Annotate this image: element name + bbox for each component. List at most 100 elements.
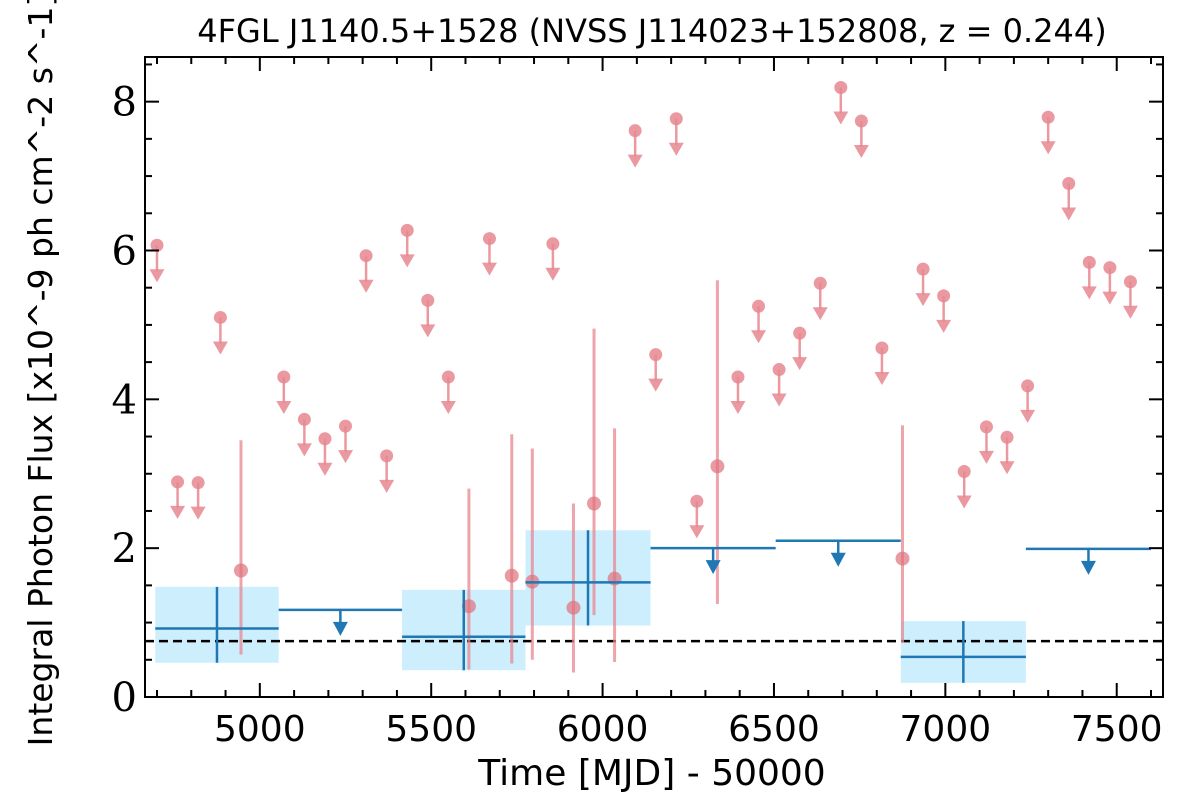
upper-limit-arrow-head bbox=[751, 330, 767, 344]
x-axis-label: Time [MJD] - 50000 bbox=[477, 753, 825, 794]
y-tick-label: 6 bbox=[112, 228, 137, 274]
short-bin-detection-point bbox=[895, 551, 910, 566]
short-bin-upper-limit-point bbox=[359, 249, 373, 263]
upper-limit-arrow-head bbox=[1102, 291, 1118, 305]
short-bin-upper-limit-point bbox=[441, 370, 455, 384]
upper-limit-arrow-head bbox=[1061, 207, 1077, 221]
upper-limit-arrow-head bbox=[853, 145, 869, 158]
short-bin-upper-limit-point bbox=[772, 363, 786, 377]
short-bin-upper-limit-point bbox=[1062, 177, 1076, 191]
upper-limit-arrow-head bbox=[648, 378, 664, 392]
upper-limit-arrow-head bbox=[440, 401, 456, 414]
upper-limit-arrow-head bbox=[170, 505, 186, 519]
short-bin-upper-limit-point bbox=[937, 289, 951, 303]
x-tick-label: 6500 bbox=[728, 709, 820, 750]
upper-limit-arrow-head bbox=[771, 393, 787, 407]
upper-limit-arrow-head bbox=[627, 154, 643, 168]
x-tick-label: 5000 bbox=[214, 709, 306, 750]
upper-limit-arrow-head bbox=[338, 450, 354, 464]
short-bin-upper-limit-point bbox=[669, 112, 683, 126]
short-bin-upper-limit-point bbox=[150, 238, 164, 252]
upper-limit-arrow-head bbox=[379, 479, 395, 493]
long-bin-arrow-head bbox=[705, 560, 721, 575]
short-bin-upper-limit-point bbox=[813, 276, 827, 290]
short-bin-upper-limit-point bbox=[875, 341, 889, 355]
upper-limit-arrow-head bbox=[668, 142, 684, 156]
short-bin-upper-limit-point bbox=[1021, 379, 1035, 393]
short-bin-detection-point bbox=[233, 563, 248, 578]
upper-limit-arrow-head bbox=[978, 450, 994, 464]
chart-title: 4FGL J1140.5+1528 (NVSS J114023+152808, … bbox=[197, 12, 1106, 50]
plot-frame bbox=[144, 56, 1164, 698]
axes: 5000 5500 6000 6500 7000 7500 0 2 4 6 8 bbox=[112, 56, 1164, 750]
short-bin-upper-limit-point bbox=[1123, 275, 1137, 289]
long-bin-arrow-head bbox=[1080, 560, 1096, 575]
upper-limit-arrow-head bbox=[149, 269, 165, 283]
short-bin-upper-limit-point bbox=[834, 81, 848, 95]
short-bin-upper-limit-point bbox=[482, 232, 496, 246]
short-bin-detection-point bbox=[504, 568, 519, 583]
upper-limit-arrow-head bbox=[874, 371, 890, 385]
short-bin-upper-limit-point bbox=[649, 348, 663, 362]
short-bin-upper-limit-point bbox=[690, 494, 704, 508]
upper-limit-arrow-head bbox=[1040, 141, 1056, 155]
short-bin-upper-limit-point bbox=[213, 310, 227, 324]
short-bin-upper-limit-point bbox=[854, 114, 868, 128]
x-tick-label: 7000 bbox=[900, 709, 992, 750]
upper-limit-arrow-head bbox=[730, 401, 746, 414]
upper-limit-arrow-head bbox=[915, 293, 931, 307]
short-bin-upper-limit-point bbox=[1082, 255, 1096, 269]
short-bin-upper-limit-point bbox=[793, 326, 807, 340]
x-tick-label: 7500 bbox=[1071, 709, 1163, 750]
x-tick-label: 6000 bbox=[557, 709, 649, 750]
short-bin-upper-limit-point bbox=[731, 370, 745, 384]
short-bin-upper-limit-point bbox=[1041, 110, 1055, 124]
y-tick-label: 4 bbox=[112, 377, 137, 423]
short-bin-detection-point bbox=[710, 459, 725, 474]
short-bin-upper-limit-point bbox=[277, 370, 291, 384]
long-bin-arrow-head bbox=[332, 621, 348, 636]
upper-limit-arrow-head bbox=[190, 506, 206, 520]
x-tick-label: 5500 bbox=[385, 709, 477, 750]
upper-limit-arrow-head bbox=[420, 324, 436, 338]
short-bin-upper-limit-point bbox=[171, 475, 185, 489]
plot-area bbox=[145, 81, 1163, 683]
short-bin-upper-limit-point bbox=[339, 419, 353, 433]
upper-limit-arrow-head bbox=[1122, 305, 1138, 319]
short-bin-upper-limit-point bbox=[191, 476, 205, 490]
short-bin-upper-limit-point bbox=[916, 262, 930, 276]
y-tick-label: 8 bbox=[112, 80, 137, 126]
short-bin-detection-point bbox=[566, 600, 581, 615]
upper-limit-arrow-head bbox=[317, 462, 333, 476]
short-bin-upper-limit-point bbox=[297, 412, 311, 426]
short-bin-upper-limit-point bbox=[1103, 261, 1117, 275]
y-tick-label: 2 bbox=[112, 526, 137, 572]
upper-limit-arrow-head bbox=[212, 341, 228, 355]
short-bin-upper-limit-point bbox=[957, 465, 971, 479]
upper-limit-arrow-head bbox=[1081, 286, 1097, 300]
short-bin-detection-point bbox=[587, 496, 602, 511]
upper-limit-arrow-head bbox=[481, 262, 497, 276]
upper-limit-arrow-head bbox=[545, 267, 561, 281]
upper-limit-arrow-head bbox=[792, 357, 808, 371]
upper-limit-arrow-head bbox=[812, 307, 828, 321]
short-bin-upper-limit-point bbox=[752, 299, 766, 313]
upper-limit-arrow-head bbox=[999, 461, 1015, 475]
y-axis-label: Integral Photon Flux [x10^-9 ph cm^-2 s^… bbox=[21, 0, 60, 746]
short-bin-upper-limit-point bbox=[421, 293, 435, 307]
short-bin-upper-limit-point bbox=[1000, 430, 1014, 444]
upper-limit-arrow-head bbox=[936, 319, 952, 333]
long-bin-arrow-head bbox=[830, 552, 846, 567]
upper-limit-arrow-head bbox=[296, 443, 312, 457]
short-bin-detection-point bbox=[461, 599, 476, 614]
short-bin-upper-limit-point bbox=[318, 432, 332, 446]
short-bin-upper-limit-point bbox=[380, 449, 394, 463]
short-bin-upper-limit-point bbox=[979, 420, 993, 434]
upper-limit-arrow-head bbox=[956, 495, 972, 509]
short-bin-upper-limit-point bbox=[400, 223, 414, 237]
upper-limit-arrow-head bbox=[689, 525, 705, 539]
upper-limit-arrow-head bbox=[358, 279, 374, 293]
upper-limit-arrow-head bbox=[399, 254, 415, 268]
upper-limit-arrow-head bbox=[276, 401, 292, 414]
